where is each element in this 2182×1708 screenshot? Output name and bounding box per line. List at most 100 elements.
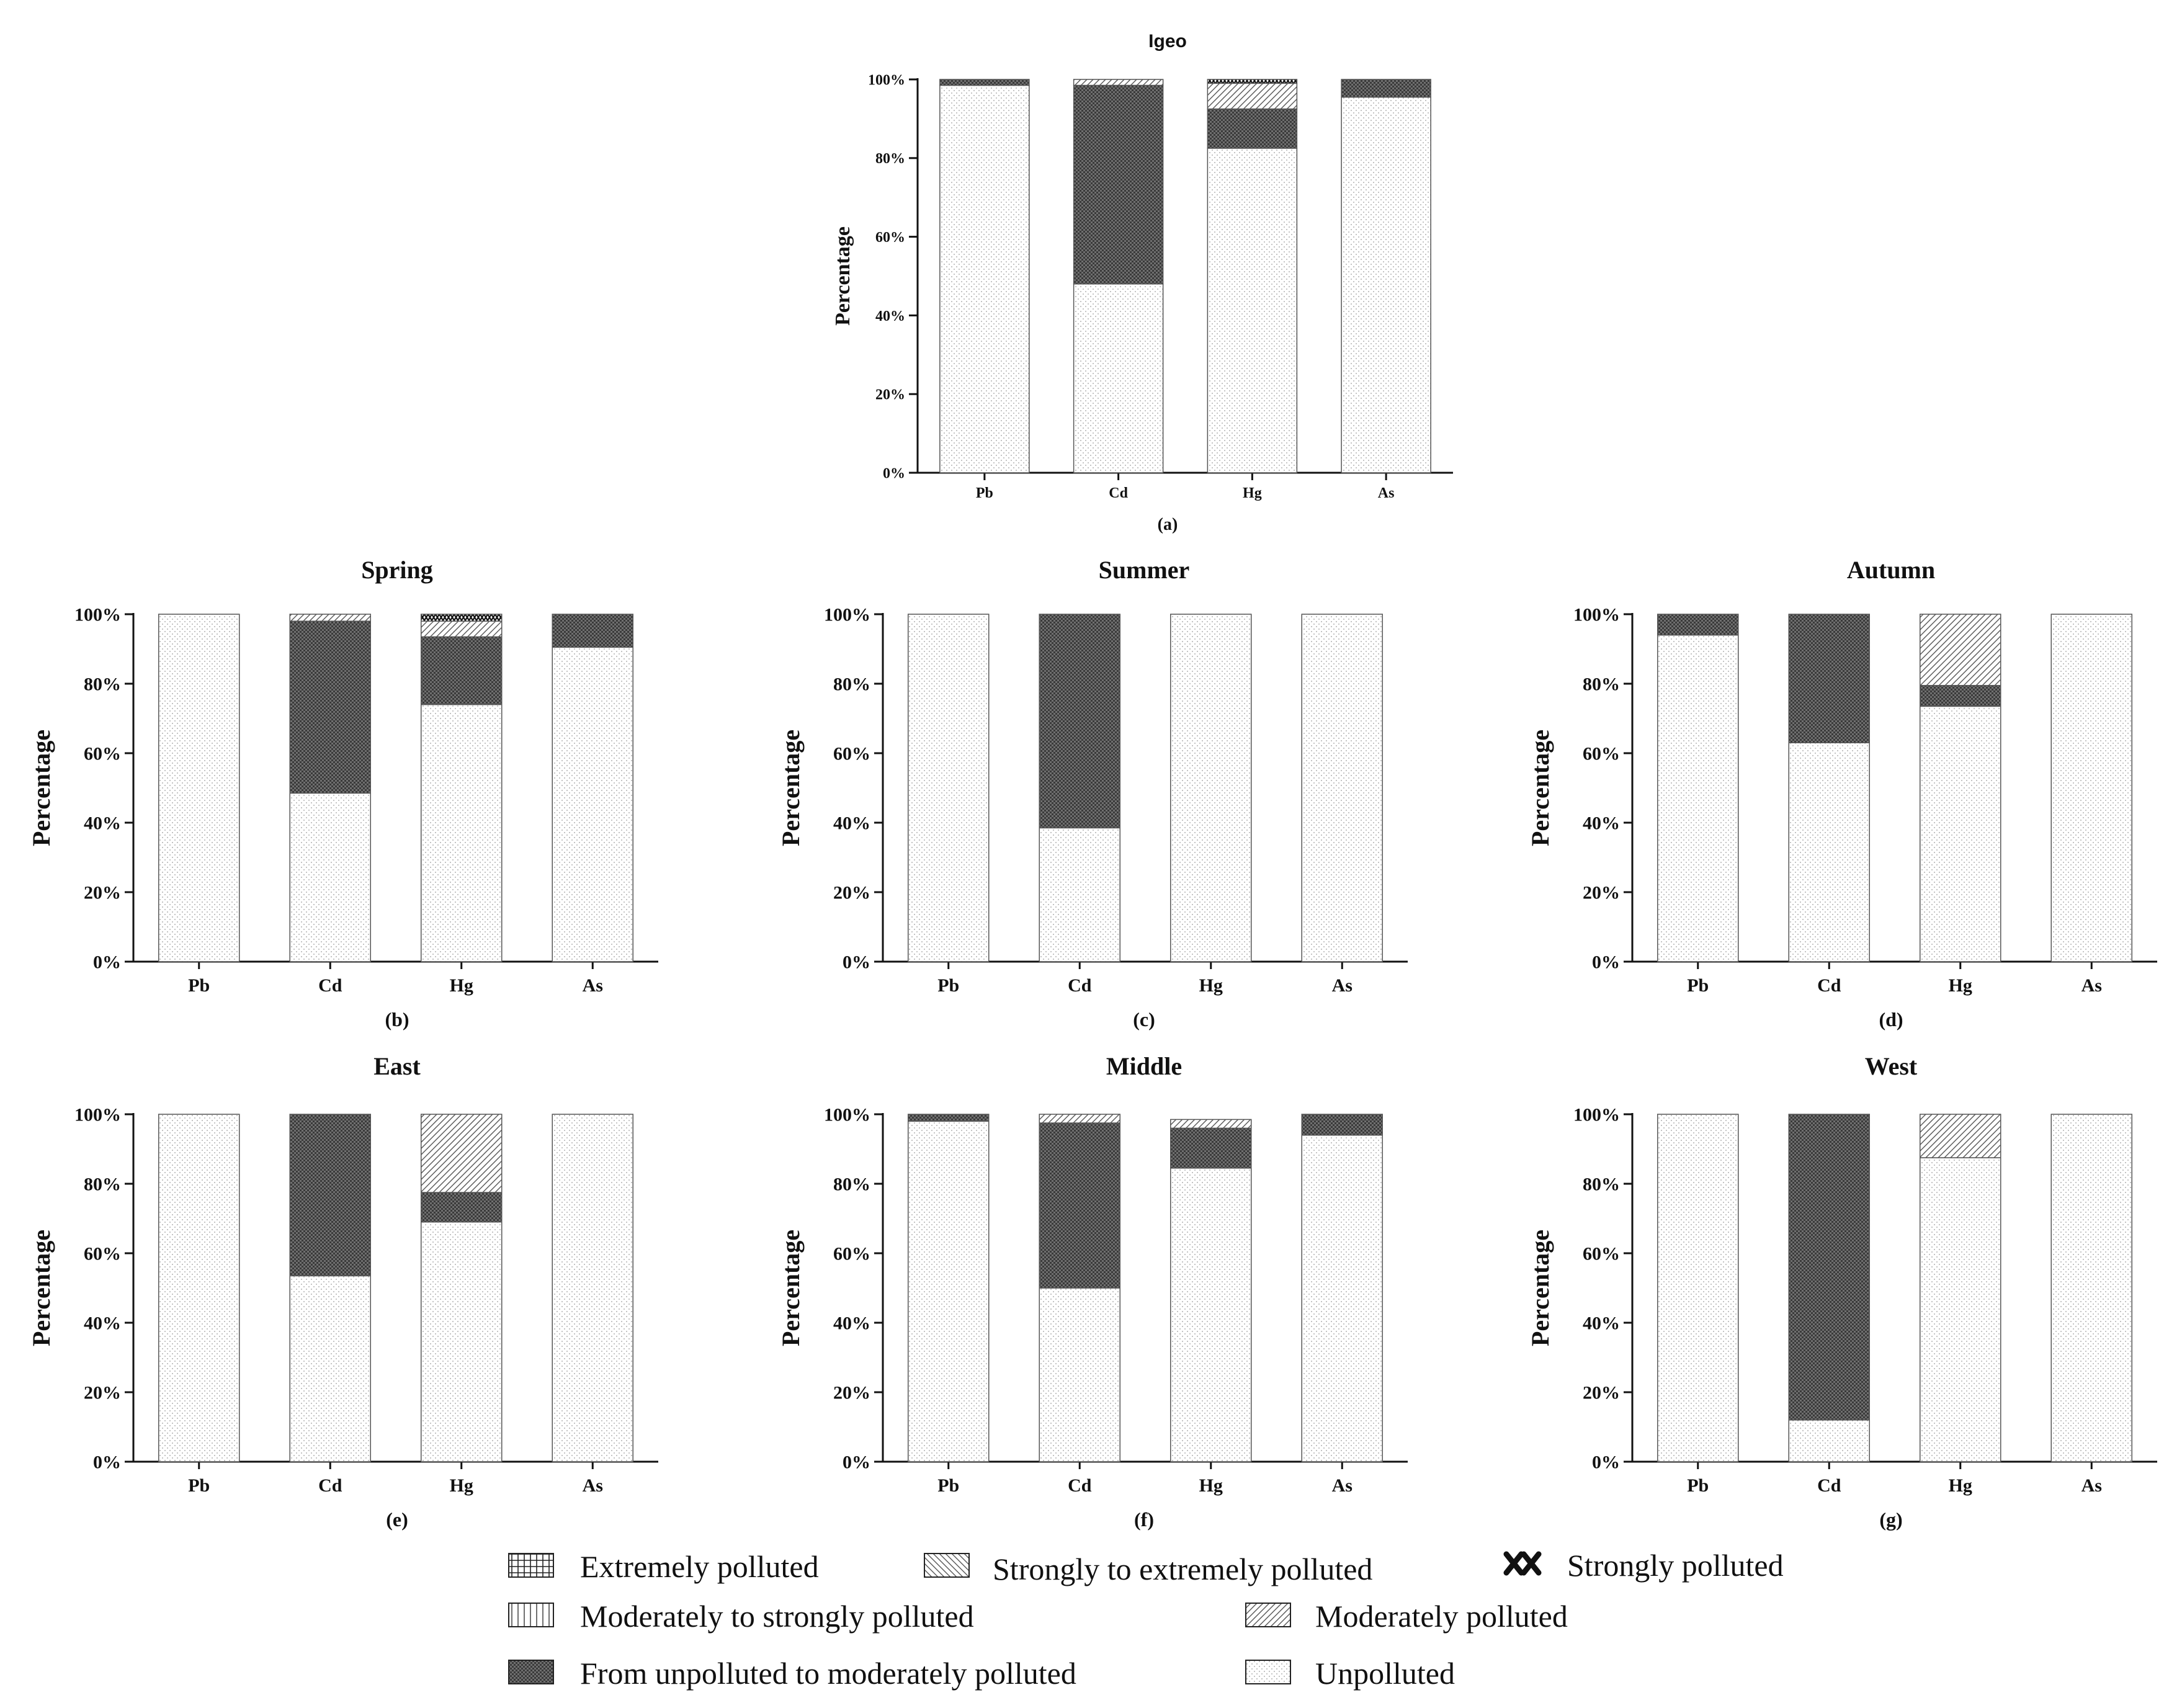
panel-caption: (c) — [1133, 1008, 1155, 1031]
x-tick-label: Cd — [1068, 1475, 1092, 1496]
panel-e: East 0% 20% 40% 60% 80% 100% Percentage Pb Cd Hg A… — [27, 1052, 658, 1531]
x-tick-label: Cd — [1109, 485, 1128, 501]
x-tick-label: Pb — [976, 485, 993, 501]
legend-label: From unpolluted to moderately polluted — [580, 1656, 1076, 1691]
legend-label: Moderately to strongly polluted — [580, 1599, 974, 1634]
y-tick-label: 20% — [833, 1383, 870, 1403]
y-tick-label: 0% — [1592, 952, 1620, 973]
bar-segment-unpol_mod-pb — [908, 1114, 990, 1122]
y-axis-label: Percentage — [27, 730, 55, 846]
legend-item-strong: Strongly polluted — [1503, 1548, 1784, 1583]
x-tick-label: As — [583, 975, 603, 996]
y-tick-label: 60% — [833, 1244, 870, 1264]
bar-segment-unpol_mod-hg — [421, 1192, 503, 1223]
x-tick-label: Pb — [1687, 1475, 1709, 1496]
bar-segment-unpolluted-pb — [1657, 634, 1739, 962]
y-tick-label: 0% — [93, 1452, 121, 1473]
bar-segment-unpolluted-as — [1301, 1134, 1383, 1462]
panel-c: Summer 0% 20% 40% 60% 80% 100% Percentage Pb Cd H… — [777, 556, 1408, 1031]
y-tick-label: 20% — [84, 1383, 121, 1403]
chart-title: Summer — [1099, 556, 1190, 584]
x-tick-label: Pb — [188, 975, 210, 996]
panel-a: Igeo 0% 20% 40% 60% 80% 100% Percentage Pb Cd Hg A… — [831, 31, 1453, 534]
y-tick-label: 40% — [875, 308, 905, 324]
bar-segment-unpol_mod-hg — [1207, 108, 1298, 149]
y-tick-label: 80% — [833, 1174, 870, 1195]
y-tick-label: 80% — [84, 1174, 121, 1195]
panel-caption: (a) — [1158, 515, 1178, 534]
bar-segment-moderate-hg — [421, 1114, 503, 1193]
bar-segment-unpolluted-cd — [1073, 283, 1164, 473]
chart-title: Middle — [1106, 1052, 1182, 1080]
x-tick-label: As — [1332, 975, 1353, 996]
x-tick-label: Pb — [1687, 975, 1709, 996]
legend-swatch — [508, 1603, 554, 1627]
y-tick-label: 60% — [833, 744, 870, 764]
y-axis-label: Percentage — [1526, 730, 1554, 846]
y-tick-label: 80% — [833, 674, 870, 695]
y-tick-label: 20% — [833, 883, 870, 903]
bar-segment-unpolluted-as — [2050, 614, 2132, 962]
bar-segment-unpol_mod-cd — [1039, 614, 1120, 829]
legend-swatch — [924, 1553, 970, 1578]
y-tick-label: 0% — [93, 952, 121, 973]
y-tick-label: 60% — [1583, 1244, 1620, 1264]
bar-segment-unpolluted-hg — [421, 1221, 503, 1462]
bar-segment-moderate-cd — [1039, 1114, 1120, 1124]
bar-segment-moderate-cd — [1073, 79, 1164, 86]
x-tick-label: Cd — [1817, 1475, 1841, 1496]
panel-caption: (d) — [1879, 1008, 1903, 1031]
bar-segment-moderate-hg — [1170, 1119, 1252, 1129]
bar-segment-unpolluted-pb — [908, 1120, 990, 1462]
bar-segment-unpol_mod-as — [1301, 1114, 1383, 1136]
y-tick-label: 40% — [1583, 1313, 1620, 1334]
y-tick-label: 40% — [84, 813, 121, 834]
y-tick-label: 60% — [875, 230, 905, 246]
bar-segment-unpolluted-hg — [1170, 614, 1252, 962]
y-tick-label: 100% — [1573, 605, 1620, 625]
legend-item-extreme: Extremely polluted — [508, 1549, 819, 1584]
legend-label: Moderately polluted — [1315, 1599, 1568, 1634]
bar-segment-unpol_mod-cd — [1039, 1122, 1120, 1289]
bar-segment-unpol_mod-pb — [1657, 614, 1739, 636]
bar-segment-unpol_mod-as — [552, 614, 633, 648]
y-tick-label: 80% — [1583, 1174, 1620, 1195]
y-tick-label: 0% — [883, 465, 905, 481]
x-tick-label: Hg — [1199, 1475, 1223, 1496]
x-tick-label: Pb — [188, 1475, 210, 1496]
panel-b: Spring 0% 20% 40% 60% 80% 100% Percentage Pb Cd H… — [27, 556, 658, 1031]
y-tick-label: 60% — [84, 744, 121, 764]
chart-title: West — [1865, 1052, 1918, 1080]
panel-g: West 0% 20% 40% 60% 80% 100% Percentage Pb Cd Hg A… — [1526, 1052, 2157, 1531]
bar-segment-unpolluted-hg — [421, 704, 503, 962]
legend-label: Strongly to extremely polluted — [993, 1552, 1372, 1586]
bar-segment-unpolluted-hg — [1207, 148, 1298, 473]
bar-segment-unpol_mod-cd — [289, 1114, 371, 1277]
bar-segment-moderate-hg — [1207, 83, 1298, 110]
panel-caption: (f) — [1134, 1508, 1154, 1531]
bar-segment-unpol_mod-hg — [1920, 685, 2001, 707]
x-tick-label: As — [583, 1475, 603, 1496]
bar-segment-unpolluted-pb — [158, 1114, 240, 1462]
legend-label: Strongly polluted — [1567, 1548, 1784, 1583]
x-tick-label: Cd — [1817, 975, 1841, 996]
bar-segment-unpol_mod-cd — [1073, 84, 1164, 285]
bar-segment-unpol_mod-pb — [939, 79, 1030, 86]
x-tick-label: Hg — [1949, 1475, 1972, 1496]
y-axis-label: Percentage — [777, 1230, 805, 1346]
bar-segment-moderate-hg — [421, 620, 503, 638]
x-tick-label: Cd — [1068, 975, 1092, 996]
bar-segment-unpolluted-pb — [158, 614, 240, 962]
y-tick-label: 0% — [843, 952, 870, 973]
bar-segment-unpolluted-as — [552, 1114, 633, 1462]
x-tick-label: Pb — [937, 1475, 959, 1496]
legend-swatch — [1245, 1660, 1291, 1684]
x-tick-label: Cd — [318, 975, 342, 996]
legend: Extremely polluted Strongly to extremely… — [508, 1548, 1784, 1691]
strong-polluted-cross-icon — [1503, 1551, 1542, 1576]
y-tick-label: 100% — [868, 72, 905, 88]
y-tick-label: 100% — [824, 605, 870, 625]
legend-item-unpol-mod: From unpolluted to moderately polluted — [508, 1656, 1076, 1691]
bar-segment-unpol_mod-cd — [289, 620, 371, 794]
panel-caption: (g) — [1879, 1508, 1902, 1531]
